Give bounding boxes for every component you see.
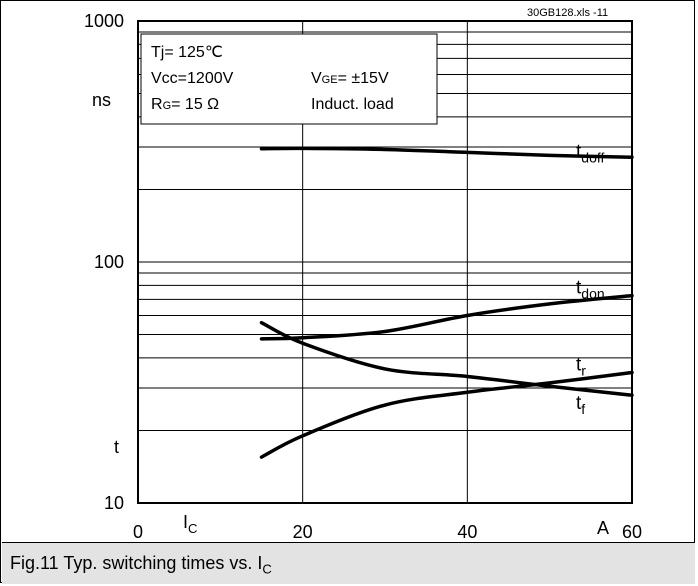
x-axis-symbol-main: I bbox=[183, 512, 188, 532]
series-label-main: t bbox=[576, 393, 582, 414]
series-line-tf bbox=[259, 320, 634, 397]
x-tick-label: 60 bbox=[622, 522, 642, 542]
series-label-main: t bbox=[576, 278, 582, 299]
x-axis-symbol-sub: C bbox=[188, 521, 197, 536]
data-series bbox=[259, 146, 634, 459]
x-axis-unit: A bbox=[597, 518, 609, 538]
series-label-sub: don bbox=[581, 286, 604, 302]
figure-caption: Fig.11 Typ. switching times vs. IC bbox=[10, 553, 272, 577]
figure-caption-text: Fig.11 Typ. switching times vs. I bbox=[10, 553, 263, 573]
condition-vge-main: V bbox=[311, 70, 322, 87]
series-label-tdon: tdon bbox=[576, 278, 605, 302]
conditions-box-frame bbox=[140, 33, 438, 125]
series-label-sub: f bbox=[581, 401, 585, 417]
condition-rg-sub: G bbox=[163, 100, 172, 112]
series-label-tdoff: tdoff bbox=[576, 141, 604, 165]
tick-labels: 10 100 1000 0 20 40 60 bbox=[84, 11, 642, 542]
y-tick-label: 100 bbox=[94, 252, 124, 272]
plot-area-border bbox=[137, 20, 633, 504]
figure-caption-bar: Fig.11 Typ. switching times vs. IC bbox=[2, 542, 695, 584]
condition-vcc: Vcc=1200V bbox=[151, 70, 234, 87]
condition-vge-sub: GE bbox=[322, 74, 338, 86]
condition-vge-value: = ±15V bbox=[338, 70, 389, 87]
series-label-tf: tf bbox=[576, 393, 585, 417]
series-line-tr bbox=[259, 370, 634, 459]
y-axis-symbol: t bbox=[114, 437, 119, 457]
x-axis-symbol: IC bbox=[183, 512, 197, 536]
y-tick-label: 10 bbox=[104, 493, 124, 513]
condition-rg: RG= 15 Ω bbox=[151, 96, 219, 113]
condition-vge: VGE= ±15V bbox=[311, 70, 389, 87]
x-tick-label: 40 bbox=[457, 522, 477, 542]
series-line-tdoff bbox=[259, 146, 634, 160]
condition-tj: Tj= 125℃ bbox=[151, 44, 223, 61]
conditions-box: Tj= 125℃ Vcc=1200V VGE= ±15V RG= 15 Ω In… bbox=[140, 33, 438, 125]
x-tick-label: 0 bbox=[133, 522, 143, 542]
series-label-sub: r bbox=[581, 362, 586, 378]
axes bbox=[137, 20, 633, 504]
file-label: 30GB128.xls -11 bbox=[527, 7, 608, 19]
y-axis-unit: ns bbox=[92, 90, 111, 110]
condition-rg-main: R bbox=[151, 96, 163, 113]
series-label-main: t bbox=[576, 141, 582, 162]
condition-load: Induct. load bbox=[311, 96, 394, 113]
series-label-tr: tr bbox=[576, 354, 586, 378]
x-tick-label: 20 bbox=[293, 522, 313, 542]
y-tick-label: 1000 bbox=[84, 11, 124, 31]
figure-caption-sub: C bbox=[262, 561, 272, 577]
series-label-main: t bbox=[576, 354, 582, 375]
condition-rg-value: = 15 Ω bbox=[171, 96, 219, 113]
series-line-tdon bbox=[259, 293, 634, 341]
series-label-sub: doff bbox=[581, 149, 604, 165]
